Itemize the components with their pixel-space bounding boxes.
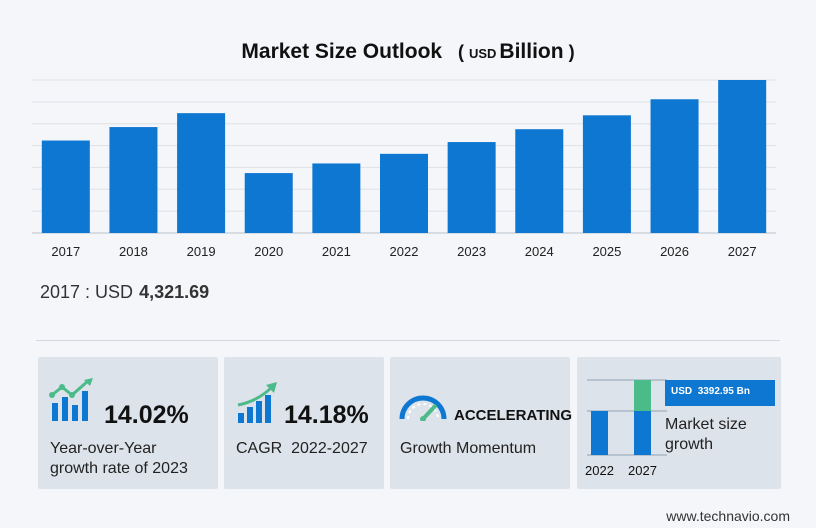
chart-title-text: Market Size Outlook <box>241 40 443 63</box>
chart-unit: ( USD Billion ) <box>457 40 575 63</box>
growth-card: USD 3392.95 Bn Market size growth 2022 2… <box>577 357 781 489</box>
base-year-amount: 4,321.69 <box>139 282 210 302</box>
growth-mini-chart <box>587 379 775 456</box>
rising-bars-icon <box>237 382 277 423</box>
momentum-label: Growth Momentum <box>400 440 537 457</box>
base-year-label: 2017 : USD <box>40 282 134 302</box>
bar-2023 <box>447 142 496 233</box>
x-tick-label-2023: 2023 <box>457 244 486 259</box>
yoy-value: 14.02% <box>104 401 189 429</box>
footer-site: www.technavio.com <box>666 508 790 524</box>
growth-badge <box>665 380 775 406</box>
x-tick-label-2027: 2027 <box>728 244 757 259</box>
x-tick-label-2018: 2018 <box>119 244 148 259</box>
bar-2017 <box>41 140 90 233</box>
chart-title: Market Size Outlook ( USD Billion ) <box>0 40 816 64</box>
yoy-line1: Year-over-Year <box>50 440 157 457</box>
x-tick-label-2019: 2019 <box>187 244 216 259</box>
x-tick-label-2017: 2017 <box>51 244 80 259</box>
speedometer-icon <box>399 395 447 421</box>
cagr-period: CAGR 2022-2027 <box>236 440 368 457</box>
cagr-value: 14.18% <box>284 401 369 429</box>
growth-badge-text: USD 3392.95 Bn <box>671 386 750 397</box>
bar-growth-icon <box>49 378 93 421</box>
yoy-line2: growth rate of 2023 <box>50 460 188 477</box>
x-tick-label-2024: 2024 <box>525 244 554 259</box>
growth-bar-end-increment <box>634 380 651 411</box>
growth-bar-start <box>591 411 608 455</box>
growth-line1: Market size <box>665 416 747 433</box>
bar-2025 <box>582 115 631 233</box>
x-tick-label-2020: 2020 <box>254 244 283 259</box>
section-divider <box>36 340 780 341</box>
bar-2020 <box>244 173 293 233</box>
bar-2026 <box>650 99 699 233</box>
bar-2024 <box>515 129 564 233</box>
x-tick-label-2025: 2025 <box>592 244 621 259</box>
base-year-value: 2017 : USD 4,321.69 <box>40 282 209 303</box>
bar-2027 <box>718 80 767 233</box>
x-tick-label-2021: 2021 <box>322 244 351 259</box>
bar-2021 <box>312 163 361 233</box>
momentum-value: ACCELERATING <box>454 407 573 424</box>
x-tick-label-2026: 2026 <box>660 244 689 259</box>
growth-bar-end-base <box>634 411 651 455</box>
unit-small: USD <box>468 46 497 61</box>
bar-2022 <box>380 153 428 233</box>
yoy-card: 14.02% Year-over-Year growth rate of 202… <box>38 357 218 489</box>
cagr-card: 14.18% CAGR 2022-2027 <box>224 357 384 489</box>
unit-large: Billion <box>499 40 564 63</box>
bar-chart: 2017 2018 2019 2020 2021 2022 2023 2024 2025 2026… <box>32 79 776 259</box>
bar-2019 <box>177 113 226 233</box>
bar-2018 <box>109 127 158 233</box>
growth-year-end: 2027 <box>628 463 657 478</box>
x-tick-label-2022: 2022 <box>390 244 419 259</box>
momentum-card: ACCELERATING Growth Momentum <box>390 357 573 489</box>
growth-year-start: 2022 <box>585 463 614 478</box>
growth-line2: growth <box>665 436 714 453</box>
